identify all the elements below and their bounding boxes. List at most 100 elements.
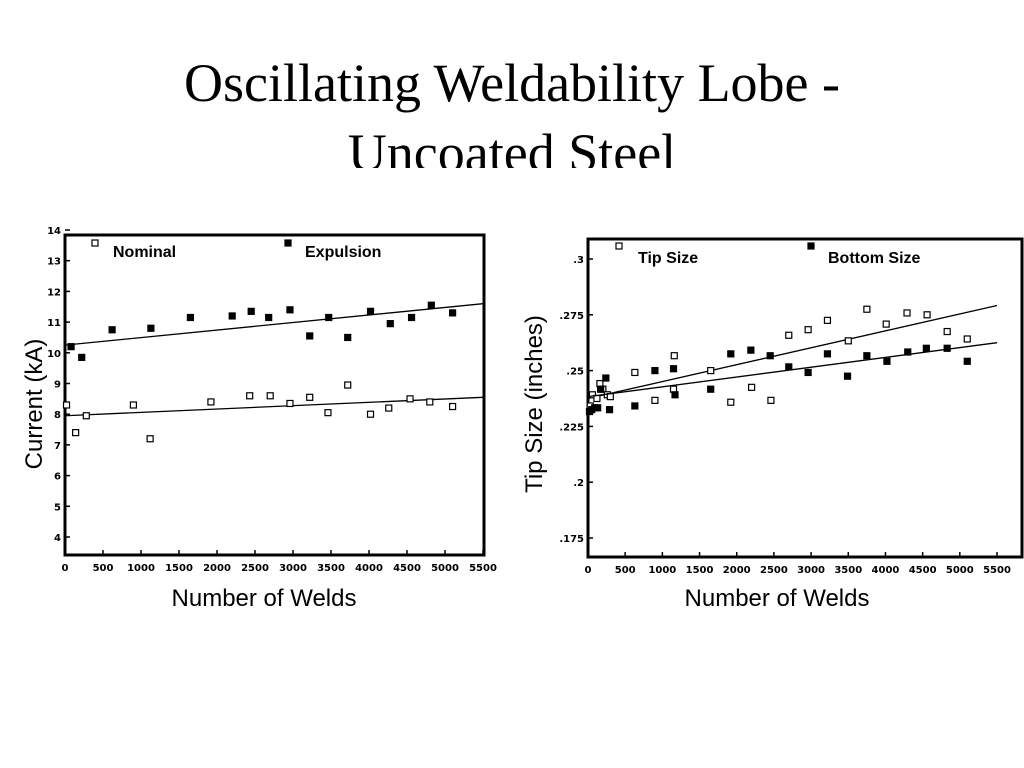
x-tick-label: 5500 — [469, 563, 497, 574]
open-point — [406, 395, 414, 403]
filled-point — [963, 357, 971, 365]
open-point — [385, 404, 393, 412]
title-clip: Oscillating Weldability Lobe - Uncoated … — [0, 0, 1024, 168]
open-point — [306, 393, 314, 401]
trend-line-1 — [587, 342, 998, 398]
open-point — [593, 394, 601, 403]
open-point — [767, 396, 775, 404]
filled-point — [904, 348, 912, 356]
x-tick-label: 3000 — [279, 563, 307, 574]
trend-line-0 — [587, 304, 998, 400]
y-tick-label: 11 — [47, 318, 61, 329]
x-tick-label: 5500 — [983, 565, 1011, 576]
y-tick-label: 9 — [54, 380, 61, 391]
filled-point — [727, 350, 735, 358]
y-tick-label: .275 — [559, 311, 584, 322]
open-point — [146, 435, 154, 443]
trend-line-1 — [64, 303, 484, 346]
x-tick-label: 1500 — [165, 563, 193, 574]
open-point — [923, 311, 931, 319]
x-tick-label: 1000 — [127, 563, 155, 574]
x-tick-label: 5000 — [946, 565, 974, 576]
filled-point — [597, 385, 605, 393]
filled-point — [449, 309, 457, 317]
x-tick-label: 2500 — [241, 563, 269, 574]
open-point — [651, 396, 659, 404]
filled-point — [265, 313, 273, 322]
filled-point — [669, 365, 678, 373]
filled-point — [186, 313, 194, 322]
filled-point — [747, 346, 755, 354]
legend-label-0: Nominal — [113, 244, 176, 261]
y-tick-label: 4 — [54, 533, 61, 544]
plot-frame — [63, 233, 486, 557]
y-tick-label: 6 — [54, 472, 61, 483]
x-tick-label: 3500 — [834, 565, 862, 576]
open-point — [82, 412, 90, 420]
open-point — [963, 335, 971, 343]
filled-point — [651, 367, 659, 375]
open-point — [344, 381, 352, 389]
title-line-2: Uncoated Steel — [347, 123, 677, 168]
open-point — [727, 398, 735, 406]
open-point — [863, 305, 871, 313]
legend-marker-1 — [284, 239, 292, 247]
filled-point — [766, 352, 774, 360]
y-tick-label: .175 — [559, 534, 584, 545]
filled-point — [306, 332, 314, 340]
filled-point — [671, 391, 679, 399]
open-point — [903, 309, 911, 317]
filled-point — [883, 357, 891, 365]
x-tick-label: 2000 — [723, 565, 751, 576]
open-point — [844, 337, 852, 345]
x-tick-label: 2500 — [760, 565, 788, 576]
filled-point — [147, 324, 155, 332]
open-point — [62, 401, 71, 409]
filled-point — [785, 363, 793, 371]
open-point — [670, 352, 678, 360]
filled-point — [804, 368, 812, 377]
x-tick-label: 500 — [93, 563, 114, 574]
legend-marker-0 — [615, 242, 623, 250]
open-point — [882, 320, 890, 328]
x-tick-label: 0 — [585, 565, 592, 576]
filled-point — [286, 306, 294, 314]
open-point — [449, 402, 457, 411]
filled-point — [602, 374, 610, 382]
x-tick-label: 3500 — [317, 563, 345, 574]
open-point — [785, 331, 793, 339]
filled-point — [863, 352, 871, 360]
open-point — [588, 391, 597, 399]
open-point — [426, 398, 434, 406]
y-tick-label: 13 — [47, 257, 61, 268]
x-tick-label: 500 — [615, 565, 636, 576]
open-point — [129, 401, 137, 409]
open-point — [72, 429, 80, 437]
open-point — [631, 368, 639, 377]
x-tick-label: 3000 — [797, 565, 825, 576]
y-axis-label-tip-size: Tip Size (inches) — [521, 315, 548, 493]
x-axis-label-right: Number of Welds — [684, 585, 870, 612]
legend-marker-1 — [807, 242, 815, 250]
filled-point — [843, 372, 852, 380]
y-axis-label-current: Current (kA) — [21, 338, 48, 470]
filled-point — [407, 313, 416, 322]
page-title: Oscillating Weldability Lobe - Uncoated … — [0, 48, 1024, 168]
filled-point — [386, 320, 394, 328]
open-point — [366, 410, 375, 418]
filled-point — [108, 326, 116, 334]
filled-point — [707, 385, 715, 393]
x-axis-label-left: Number of Welds — [171, 585, 357, 612]
open-point — [324, 409, 332, 417]
filled-point — [366, 307, 375, 315]
y-tick-label: 10 — [47, 349, 61, 360]
filled-point — [344, 333, 352, 342]
y-tick-label: .2 — [573, 478, 584, 489]
y-tick-label: 7 — [54, 441, 61, 452]
x-tick-label: 5000 — [431, 563, 459, 574]
legend-label-1: Bottom Size — [828, 250, 921, 267]
open-point — [748, 383, 756, 391]
x-tick-label: 2000 — [203, 563, 231, 574]
y-tick-label: 5 — [54, 502, 61, 513]
legend-label-0: Tip Size — [638, 250, 698, 267]
